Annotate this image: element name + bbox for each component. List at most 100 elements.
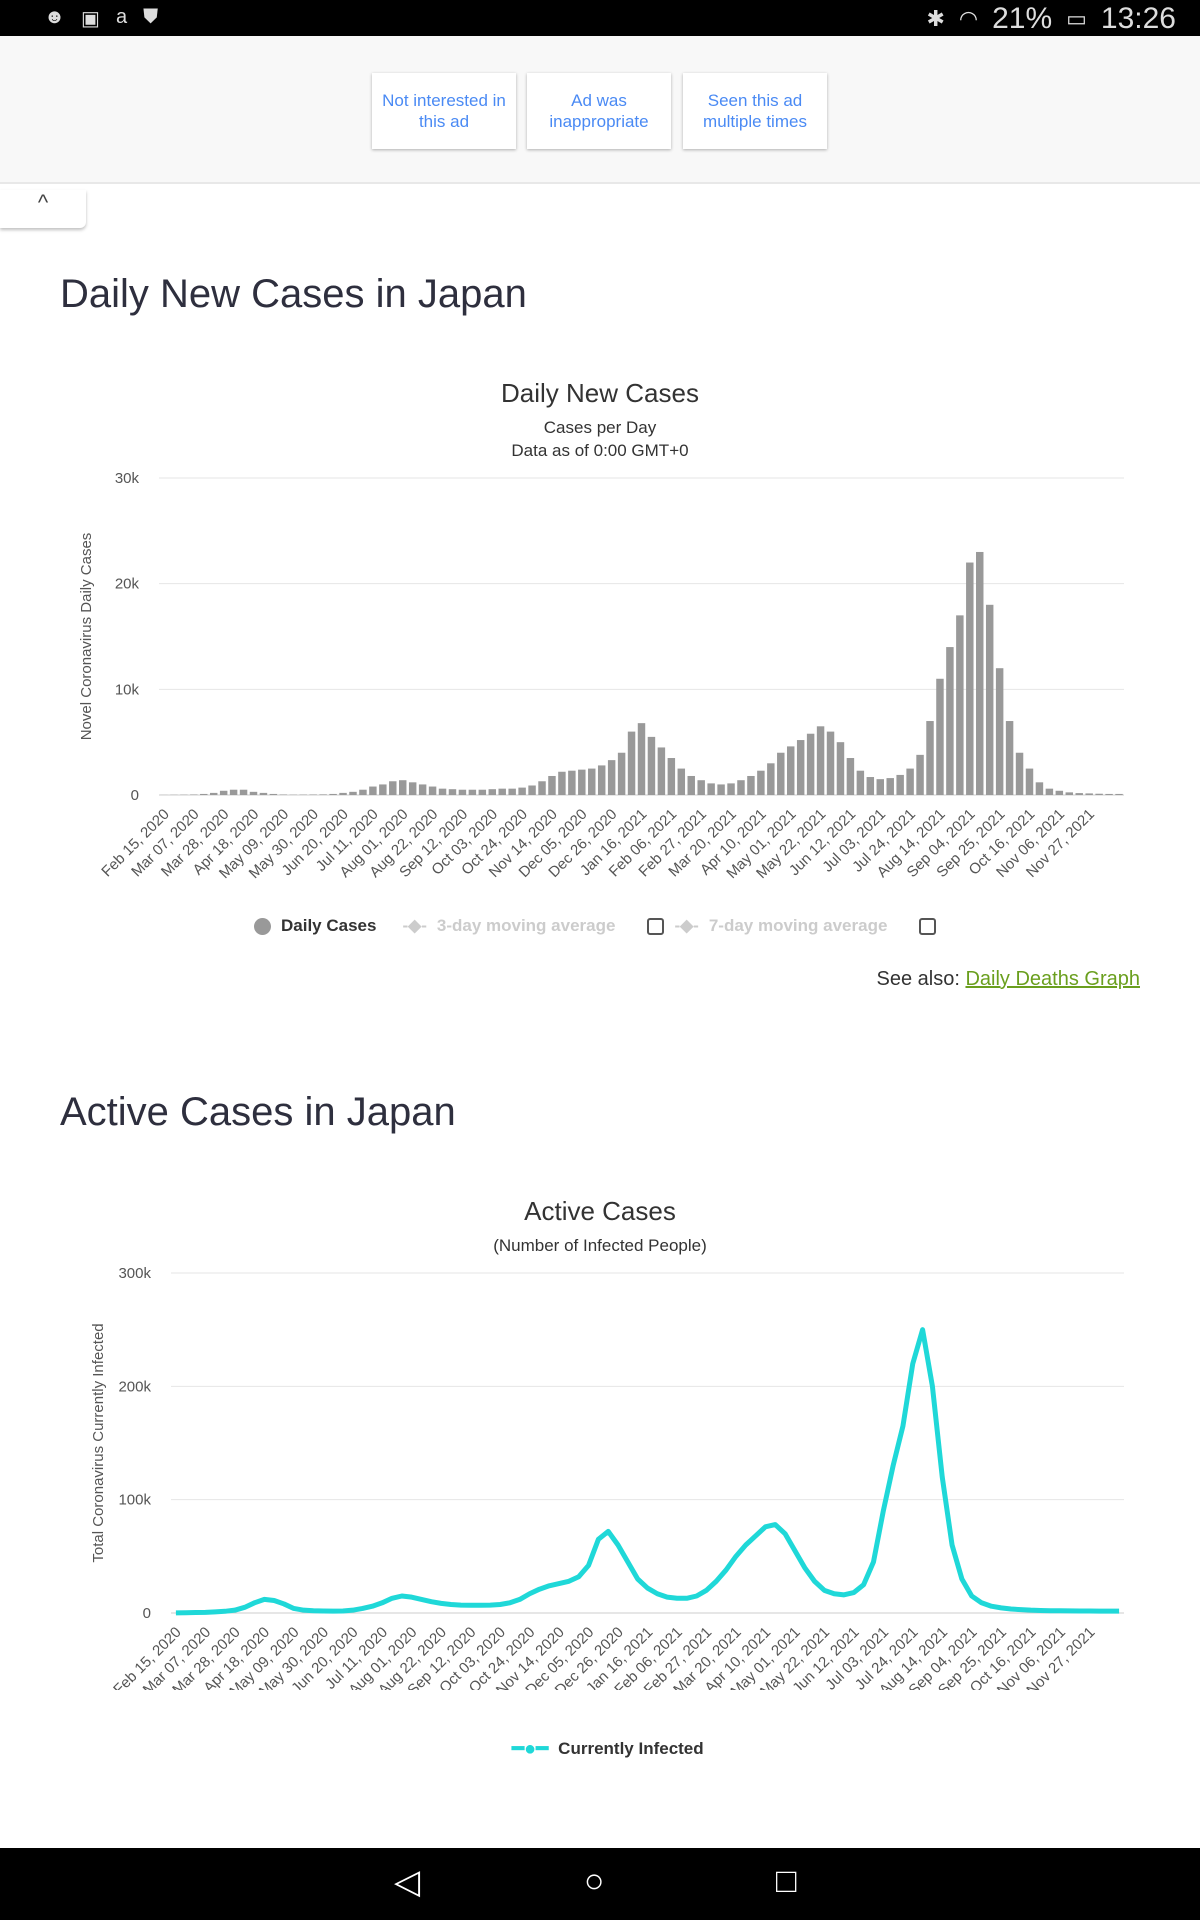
bar	[607, 760, 616, 795]
clock: 13:26	[1100, 2, 1176, 35]
bar	[259, 792, 268, 795]
bar	[816, 726, 825, 795]
line-marker-icon: -◆-	[674, 916, 699, 935]
bar	[518, 787, 526, 795]
active-cases-heading: Active Cases in Japan	[60, 1090, 456, 1134]
bar	[488, 789, 497, 795]
bar	[1005, 721, 1014, 795]
bar	[697, 780, 705, 795]
bar	[687, 775, 695, 795]
bar	[329, 793, 337, 795]
home-icon[interactable]: ○	[584, 1862, 605, 1900]
bar	[468, 789, 477, 795]
y-tick-label: 30k	[115, 470, 140, 487]
3day-average-checkbox[interactable]	[647, 917, 665, 935]
y-tick-label: 100k	[118, 1492, 151, 1509]
bar	[707, 783, 715, 795]
bar	[1035, 782, 1044, 795]
bar	[478, 789, 487, 795]
ad-feedback-panel: Not interested in this ad Ad was inappro…	[0, 36, 1200, 184]
bar	[866, 777, 875, 795]
bar	[249, 791, 258, 795]
bar	[886, 778, 894, 795]
bar	[985, 604, 994, 795]
bar	[568, 770, 576, 795]
image-icon: ▣	[81, 8, 100, 30]
collapse-ad-button[interactable]: ^	[0, 190, 86, 228]
amazon-icon: a	[115, 6, 128, 28]
not-interested-button[interactable]: Not interested in this ad	[372, 73, 516, 149]
battery-charging-icon: ▭	[1066, 6, 1087, 31]
bar	[677, 768, 686, 795]
bar	[578, 769, 586, 795]
legend-daily-cases[interactable]: Daily Cases	[281, 916, 377, 935]
recents-icon[interactable]: □	[776, 1862, 797, 1900]
bar	[657, 747, 666, 795]
bar	[856, 770, 865, 795]
bar	[508, 788, 516, 795]
bar	[747, 775, 755, 795]
bar	[1065, 792, 1074, 795]
y-tick-label: 300k	[118, 1265, 151, 1282]
bar	[1085, 793, 1093, 795]
seen-multiple-times-button[interactable]: Seen this ad multiple times	[683, 73, 827, 149]
bar	[936, 678, 944, 795]
bar	[926, 721, 934, 795]
chart-subtitle: (Number of Infected People)	[493, 1236, 707, 1255]
bar	[428, 786, 437, 795]
legend-currently-infected[interactable]: Currently Infected	[558, 1738, 704, 1758]
legend-dot-icon	[254, 917, 271, 935]
bar	[309, 794, 317, 795]
bar	[438, 788, 447, 795]
bar	[946, 647, 954, 795]
bar	[806, 733, 815, 795]
y-tick-label: 0	[131, 787, 139, 804]
bar	[558, 771, 566, 795]
bar	[846, 758, 855, 795]
y-axis-label: Total Coronavirus Currently Infected	[90, 1323, 107, 1562]
bar	[319, 794, 327, 795]
bar	[667, 758, 676, 795]
bar	[956, 615, 964, 795]
y-tick-label: 10k	[115, 681, 140, 698]
bar	[617, 752, 626, 795]
navigation-bar: ◁ ○ □	[0, 1848, 1200, 1920]
bar	[399, 780, 407, 795]
android-icon: ☻	[44, 6, 66, 28]
bar	[200, 793, 208, 795]
bar	[588, 768, 596, 795]
bar	[239, 789, 248, 795]
bar	[757, 770, 765, 795]
bar	[717, 784, 725, 795]
back-icon[interactable]: ◁	[394, 1863, 421, 1901]
bar	[647, 736, 656, 795]
y-axis-label: Novel Coronavirus Daily Cases	[78, 533, 95, 741]
bar	[995, 668, 1004, 795]
bar	[538, 781, 546, 795]
bar	[916, 754, 924, 795]
legend-3day-average[interactable]: 3-day moving average	[436, 916, 616, 935]
series-line	[175, 1327, 1120, 1616]
7day-average-checkbox[interactable]	[919, 917, 937, 935]
bar	[279, 794, 288, 795]
status-bar: ☻ ▣ a ⛊ ✱ ◠ 21% ▭ 13:26	[0, 0, 1200, 36]
chart-title: Daily New Cases	[501, 378, 699, 408]
see-also: See also: Daily Deaths Graph	[876, 968, 1140, 990]
daily-deaths-link[interactable]: Daily Deaths Graph	[965, 968, 1140, 990]
bar	[906, 768, 914, 795]
ad-inappropriate-button[interactable]: Ad was inappropriate	[527, 73, 671, 149]
bar	[1115, 793, 1123, 795]
bar	[786, 746, 795, 795]
chart-subtitle: Data as of 0:00 GMT+0	[511, 441, 689, 460]
bar	[896, 774, 904, 795]
bar	[737, 780, 745, 795]
bar	[876, 779, 884, 795]
bar	[976, 551, 984, 795]
legend-7day-average[interactable]: 7-day moving average	[708, 916, 888, 935]
chart-subtitle: Cases per Day	[543, 418, 657, 437]
bar	[219, 790, 228, 795]
shield-icon: ⛊	[143, 6, 159, 28]
bar	[767, 763, 775, 795]
bar	[836, 742, 845, 795]
bluetooth-icon: ✱	[926, 6, 945, 31]
